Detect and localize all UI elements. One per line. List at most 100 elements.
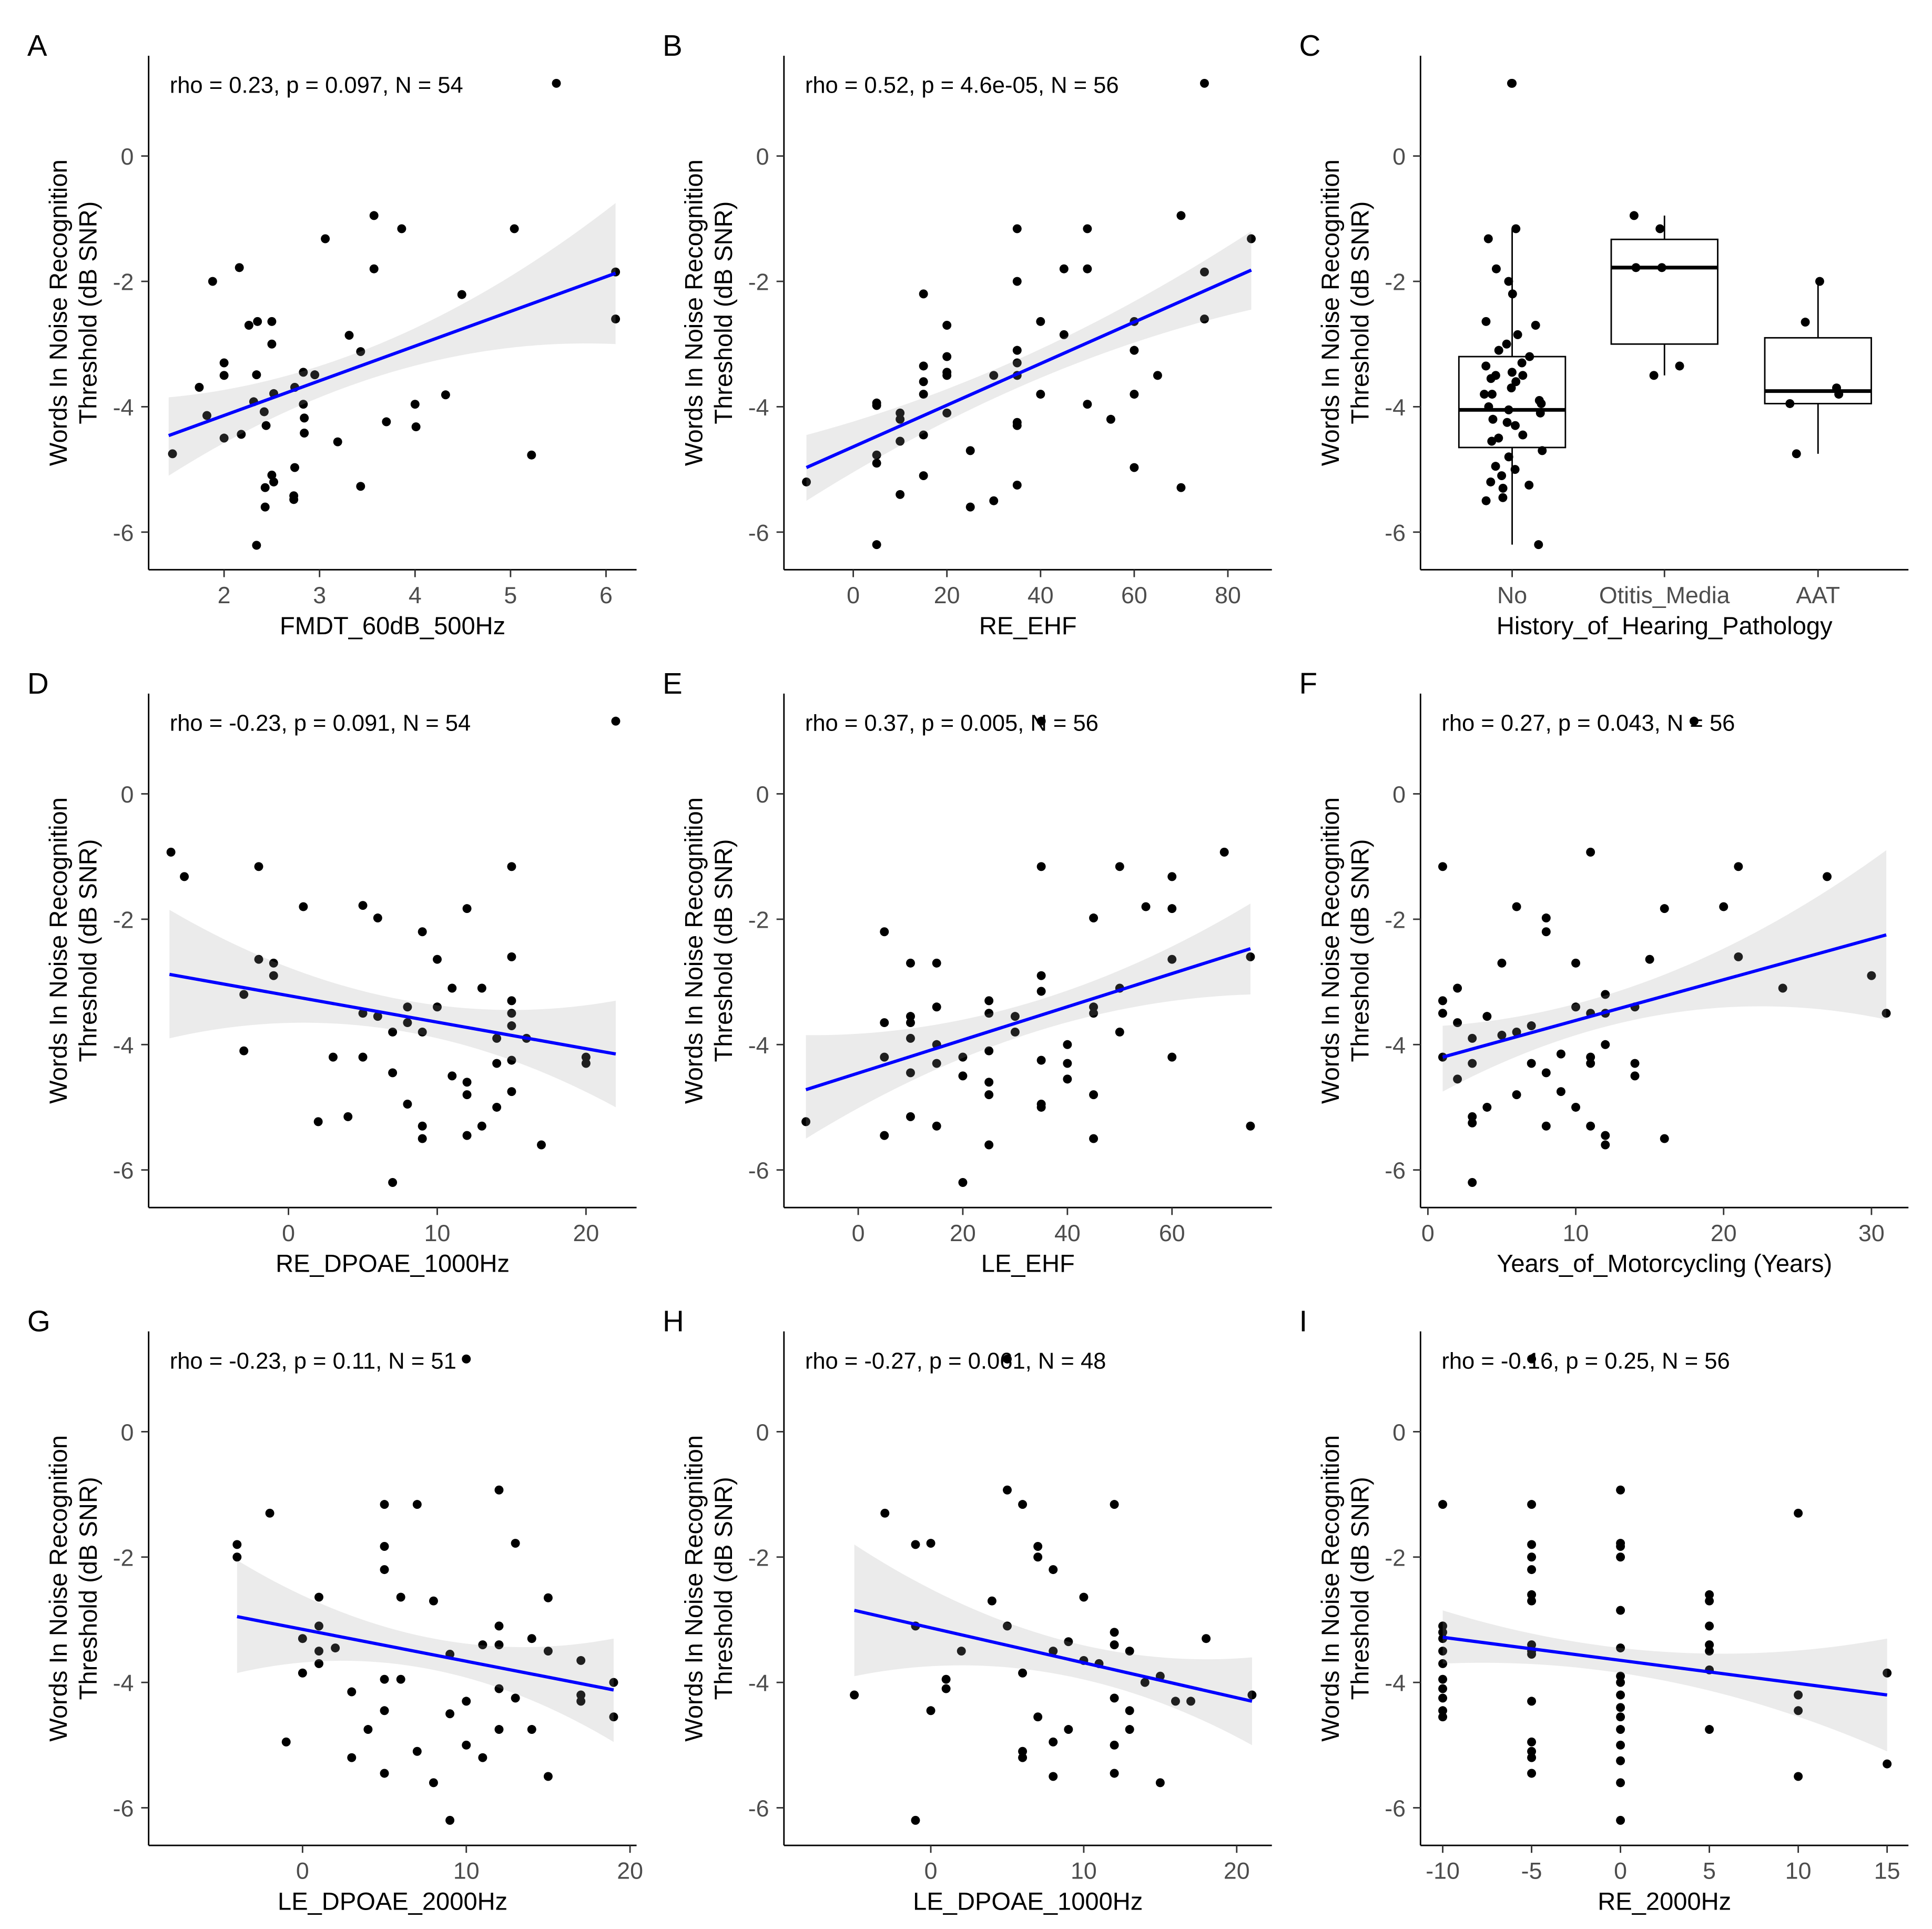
data-point (344, 331, 354, 340)
data-point (984, 1046, 994, 1055)
data-point (896, 408, 905, 418)
data-point (984, 1078, 994, 1087)
x-tick-label: 0 (282, 1220, 295, 1246)
data-point (448, 1071, 457, 1081)
data-point (232, 1540, 242, 1549)
y-axis-label-line2: Threshold (dB SNR) (709, 201, 737, 424)
data-point (1616, 1678, 1625, 1687)
data-point (412, 1747, 422, 1756)
box (1610, 238, 1719, 345)
data-point (1616, 1552, 1625, 1562)
data-point (388, 1068, 398, 1078)
y-tick-label: -6 (113, 520, 134, 546)
x-tick-label: 60 (1121, 582, 1147, 608)
data-point (872, 450, 881, 460)
data-point (441, 390, 450, 400)
y-tick-label: -6 (748, 520, 769, 546)
data-point (919, 361, 928, 371)
jitter-point (1511, 224, 1521, 233)
correlation-annotation: rho = 0.23, p = 0.097, N = 54 (170, 73, 463, 98)
x-tick-label: 10 (453, 1858, 480, 1884)
data-point (1527, 1500, 1537, 1509)
data-point (1106, 414, 1115, 424)
jitter-point (1491, 264, 1501, 273)
data-point (611, 314, 621, 324)
data-point (926, 1706, 936, 1715)
data-point (239, 1046, 249, 1055)
y-tick-label: -2 (748, 907, 769, 933)
data-point (906, 1068, 915, 1078)
y-tick-label: -4 (1385, 1032, 1406, 1059)
correlation-annotation: rho = 0.52, p = 4.6e-05, N = 56 (805, 73, 1119, 98)
data-point (403, 1100, 412, 1109)
data-point (1438, 1621, 1448, 1631)
x-tick-label: 0 (296, 1858, 309, 1884)
y-tick-label: -6 (113, 1158, 134, 1184)
data-point (1482, 1012, 1492, 1021)
x-tick-label: 4 (409, 582, 422, 608)
data-point (388, 1027, 398, 1037)
data-point (1541, 1068, 1551, 1078)
data-point (1010, 1012, 1020, 1021)
data-point (1794, 1690, 1803, 1700)
y-tick-label: 0 (756, 781, 769, 808)
x-axis-label: LE_DPOAE_2000Hz (278, 1887, 507, 1915)
data-point (1036, 1102, 1046, 1112)
data-point (373, 913, 382, 923)
data-point (1527, 1354, 1537, 1364)
y-tick-label: 0 (1392, 781, 1406, 808)
data-point (310, 370, 320, 380)
y-tick-label: -6 (1385, 520, 1406, 546)
data-point (290, 463, 299, 472)
data-point (410, 400, 420, 409)
data-point (1438, 996, 1447, 1006)
data-point (253, 317, 262, 326)
confidence-band (806, 903, 1250, 1139)
data-point (494, 1684, 504, 1693)
jitter-point (1498, 483, 1508, 493)
data-point (492, 1033, 502, 1043)
x-axis-label: RE_2000Hz (1598, 1887, 1731, 1915)
x-tick-label: 3 (313, 582, 326, 608)
y-axis-label-line1: Words In Noise Recognition (1316, 159, 1344, 466)
y-tick-label: -6 (1385, 1795, 1406, 1822)
y-tick-label: -4 (113, 1032, 134, 1059)
y-tick-label: -6 (1385, 1158, 1406, 1184)
data-point (331, 1643, 340, 1653)
data-point (1003, 1485, 1012, 1495)
data-point (1616, 1485, 1625, 1495)
jitter-point (1507, 368, 1517, 377)
data-point (1110, 1500, 1119, 1509)
data-point (269, 971, 278, 980)
data-point (1247, 234, 1256, 243)
data-point (989, 496, 999, 505)
data-point (462, 1131, 472, 1140)
data-point (1630, 1071, 1640, 1081)
data-point (1176, 483, 1186, 492)
x-axis-label: Years_of_Motorcycling (Years) (1497, 1250, 1832, 1277)
data-point (880, 1018, 889, 1028)
data-point (507, 996, 516, 1006)
data-point (356, 482, 365, 491)
jitter-point (1494, 346, 1503, 355)
data-point (1246, 1121, 1255, 1131)
data-point (850, 1690, 859, 1700)
data-point (1438, 1500, 1448, 1509)
data-point (958, 1071, 968, 1081)
y-tick-label: -2 (748, 1545, 769, 1571)
data-point (1115, 1027, 1124, 1037)
x-tick-label: No (1497, 582, 1527, 608)
data-point (418, 927, 427, 937)
data-point (380, 1565, 389, 1575)
data-point (609, 1712, 618, 1722)
data-point (388, 1178, 398, 1187)
data-point (1527, 1596, 1537, 1606)
jitter-point (1657, 263, 1666, 272)
data-point (1794, 1772, 1803, 1781)
box (1764, 337, 1872, 404)
data-point (1438, 1706, 1448, 1715)
data-point (1601, 1140, 1610, 1150)
data-point (299, 368, 308, 377)
data-point (1690, 716, 1699, 726)
